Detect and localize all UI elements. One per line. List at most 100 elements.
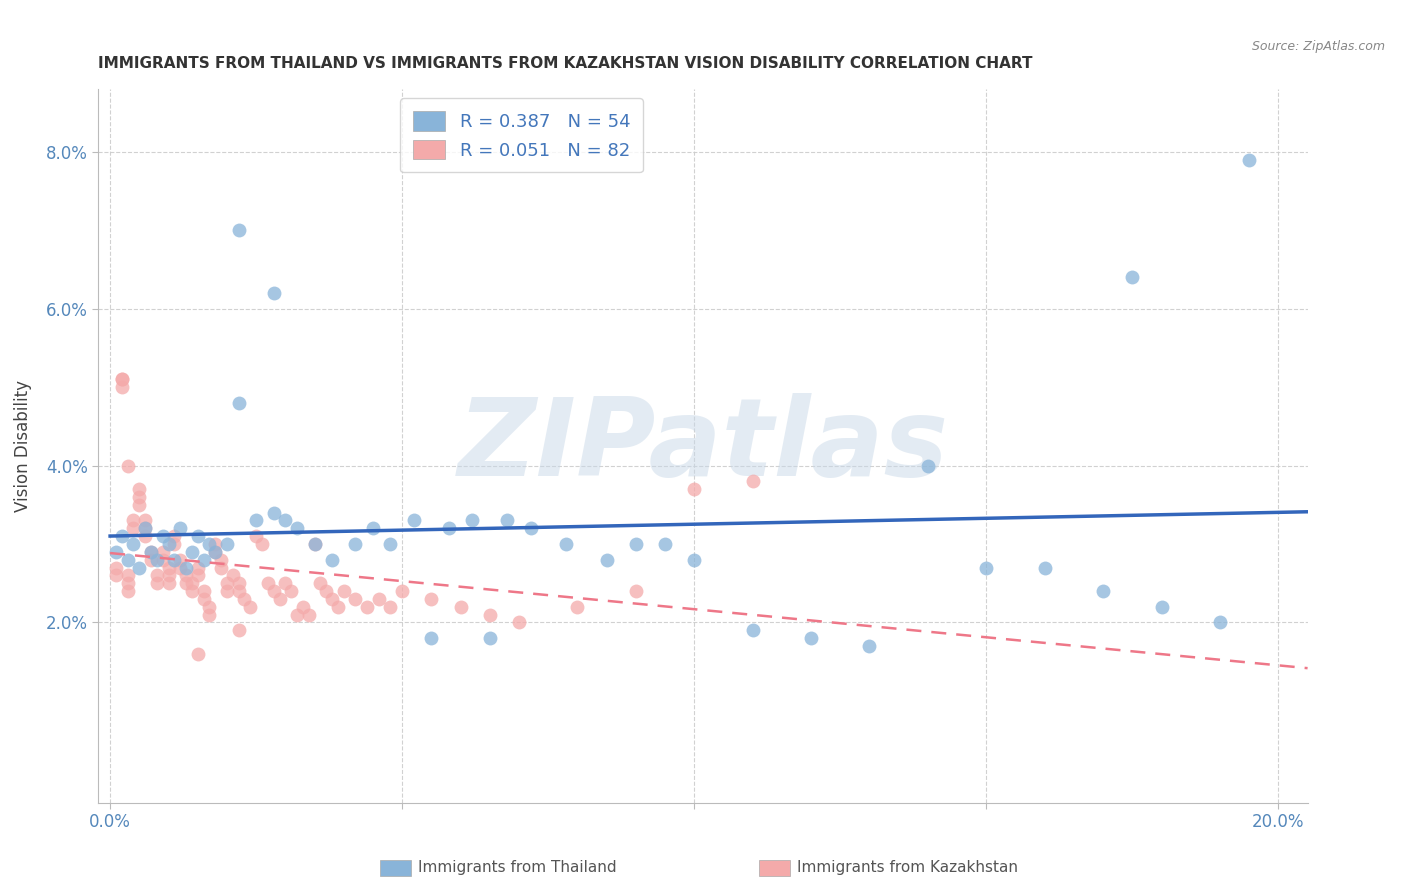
Point [122, 537, 145, 551]
Point [263, 584, 285, 599]
Point [741, 624, 763, 638]
Point [117, 568, 139, 582]
Point [128, 498, 150, 512]
Point [169, 521, 191, 535]
Point [344, 537, 367, 551]
Text: Source: ZipAtlas.com: Source: ZipAtlas.com [1251, 40, 1385, 54]
Point [683, 552, 706, 566]
Point [152, 529, 174, 543]
Point [157, 537, 180, 551]
Point [122, 514, 145, 528]
Point [274, 576, 297, 591]
Point [228, 223, 250, 237]
Point [139, 545, 162, 559]
Point [157, 560, 180, 574]
Point [380, 537, 402, 551]
Point [420, 591, 443, 606]
Point [215, 576, 238, 591]
Point [380, 599, 402, 614]
Point [233, 591, 256, 606]
Point [228, 584, 250, 599]
Point [291, 599, 314, 614]
Point [187, 647, 209, 661]
Point [285, 521, 308, 535]
Point [1237, 153, 1260, 167]
Point [269, 591, 291, 606]
Point [187, 568, 209, 582]
Point [858, 639, 880, 653]
Point [204, 545, 226, 559]
Point [204, 545, 226, 559]
Point [209, 552, 232, 566]
Point [367, 591, 389, 606]
Point [974, 560, 997, 574]
Point [163, 537, 186, 551]
Point [139, 552, 162, 566]
Point [204, 537, 226, 551]
Point [1209, 615, 1232, 630]
Point [111, 372, 134, 386]
Point [128, 482, 150, 496]
Point [228, 624, 250, 638]
Point [554, 537, 576, 551]
Point [1033, 560, 1056, 574]
Point [134, 521, 156, 535]
Point [321, 552, 343, 566]
Point [304, 537, 326, 551]
Point [169, 552, 191, 566]
Point [146, 576, 169, 591]
Point [146, 552, 169, 566]
Text: Immigrants from Thailand: Immigrants from Thailand [418, 861, 616, 875]
Point [139, 545, 162, 559]
Point [222, 568, 245, 582]
Point [209, 560, 232, 574]
Point [128, 560, 150, 574]
Y-axis label: Vision Disability: Vision Disability [14, 380, 32, 512]
Point [104, 560, 127, 574]
Point [187, 560, 209, 574]
Point [298, 607, 321, 622]
Point [198, 599, 221, 614]
Point [391, 584, 413, 599]
Point [1121, 270, 1143, 285]
Point [624, 584, 647, 599]
Point [256, 576, 278, 591]
Point [163, 529, 186, 543]
Point [180, 545, 202, 559]
Point [402, 514, 425, 528]
Text: Immigrants from Kazakhstan: Immigrants from Kazakhstan [797, 861, 1018, 875]
Point [228, 396, 250, 410]
Point [174, 560, 197, 574]
Point [157, 568, 180, 582]
Point [496, 514, 519, 528]
Point [134, 521, 156, 535]
Legend: R = 0.387   N = 54, R = 0.051   N = 82: R = 0.387 N = 54, R = 0.051 N = 82 [401, 98, 643, 172]
Point [117, 552, 139, 566]
Point [117, 584, 139, 599]
Point [654, 537, 676, 551]
Text: IMMIGRANTS FROM THAILAND VS IMMIGRANTS FROM KAZAKHSTAN VISION DISABILITY CORRELA: IMMIGRANTS FROM THAILAND VS IMMIGRANTS F… [98, 56, 1033, 71]
Point [326, 599, 349, 614]
Point [104, 568, 127, 582]
Point [174, 576, 197, 591]
Point [215, 537, 238, 551]
Point [274, 514, 297, 528]
Point [134, 514, 156, 528]
Text: ZIPatlas: ZIPatlas [457, 393, 949, 499]
Point [437, 521, 460, 535]
Point [595, 552, 617, 566]
Point [478, 607, 501, 622]
Point [450, 599, 472, 614]
Point [117, 458, 139, 473]
Point [111, 529, 134, 543]
Point [198, 607, 221, 622]
Point [228, 576, 250, 591]
Point [111, 380, 134, 394]
Point [163, 552, 186, 566]
Point [250, 537, 273, 551]
Point [321, 591, 343, 606]
Point [420, 631, 443, 645]
Point [245, 529, 267, 543]
Point [519, 521, 541, 535]
Point [146, 568, 169, 582]
